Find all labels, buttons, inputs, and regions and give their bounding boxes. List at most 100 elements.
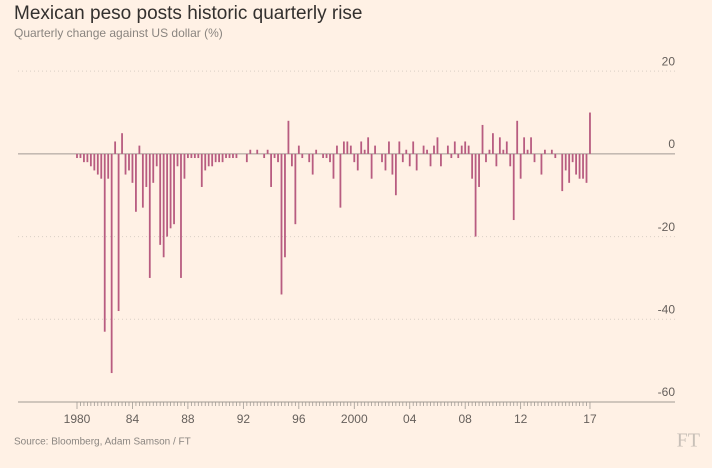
x-tick-label: 92 xyxy=(237,412,251,426)
bar xyxy=(388,141,390,154)
bar xyxy=(280,153,283,295)
bar xyxy=(370,153,373,179)
bar xyxy=(523,137,526,154)
bar xyxy=(384,153,387,171)
bar xyxy=(474,153,477,237)
bar xyxy=(405,149,408,154)
bar xyxy=(131,153,134,183)
bar xyxy=(270,153,272,187)
bar xyxy=(180,153,182,278)
bar xyxy=(141,153,144,208)
bar xyxy=(193,153,196,159)
bar xyxy=(401,153,404,163)
bar xyxy=(294,153,297,225)
bar xyxy=(561,153,564,192)
bar xyxy=(273,153,276,159)
x-tick-label: 88 xyxy=(181,412,195,426)
bar xyxy=(332,153,335,179)
bar xyxy=(166,153,169,237)
bar xyxy=(585,153,588,183)
chart-title: Mexican peso posts historic quarterly ri… xyxy=(14,3,362,24)
bar xyxy=(128,153,130,171)
bar xyxy=(315,149,318,154)
y-tick-label: 20 xyxy=(662,54,676,68)
bar xyxy=(460,145,463,154)
x-tick-label: 96 xyxy=(292,412,306,426)
bar xyxy=(471,153,474,179)
bar xyxy=(214,153,217,163)
bar xyxy=(322,153,324,159)
bar xyxy=(339,153,342,208)
bar xyxy=(453,141,456,154)
bar xyxy=(197,153,200,159)
bar xyxy=(478,153,480,187)
bar xyxy=(86,153,89,163)
bar xyxy=(540,153,543,175)
bar xyxy=(367,137,370,154)
bar xyxy=(93,153,96,171)
bar xyxy=(152,153,155,183)
bar xyxy=(342,141,345,154)
bar xyxy=(422,145,425,154)
x-tick-label: 12 xyxy=(514,412,528,426)
y-tick-label: -40 xyxy=(658,302,676,316)
bar xyxy=(571,153,574,163)
bar xyxy=(301,153,304,159)
bar xyxy=(155,153,158,167)
bar xyxy=(297,145,300,154)
chart-subtitle: Quarterly change against US dollar (%) xyxy=(14,26,223,40)
bar xyxy=(429,153,432,167)
bar xyxy=(228,153,231,159)
bar xyxy=(575,153,578,175)
bar xyxy=(381,153,383,163)
bar xyxy=(495,153,498,167)
bar xyxy=(564,153,567,171)
bar xyxy=(287,120,290,154)
bar xyxy=(440,153,442,167)
bar xyxy=(249,149,252,154)
bar xyxy=(353,153,356,163)
bar xyxy=(284,153,286,258)
bar xyxy=(436,137,439,154)
bar xyxy=(391,153,394,175)
bar xyxy=(578,153,581,179)
bar xyxy=(533,153,536,163)
y-tick-label: -20 xyxy=(658,220,676,234)
bar xyxy=(325,153,328,159)
bar xyxy=(145,153,148,187)
bar xyxy=(225,153,227,159)
bar xyxy=(183,153,186,179)
bar xyxy=(187,153,189,159)
bar xyxy=(169,153,172,229)
x-tick-label: 1980 xyxy=(64,412,91,426)
bar xyxy=(398,141,401,154)
bar xyxy=(204,153,207,171)
bar xyxy=(530,137,532,154)
bar xyxy=(100,153,103,179)
bar xyxy=(336,145,338,154)
bar xyxy=(79,153,82,159)
bar xyxy=(512,153,515,221)
bar xyxy=(360,141,363,154)
bar xyxy=(311,153,314,175)
bar xyxy=(412,141,415,154)
bar xyxy=(256,149,259,154)
bar xyxy=(356,153,359,171)
x-tick-label: 84 xyxy=(126,412,140,426)
bar xyxy=(516,120,519,154)
bar xyxy=(124,153,127,175)
bar xyxy=(568,153,571,183)
bar xyxy=(589,112,591,154)
bar xyxy=(426,149,428,154)
bar xyxy=(117,153,120,312)
bar xyxy=(96,153,99,175)
x-tick-label: 2000 xyxy=(341,412,368,426)
bar xyxy=(148,153,151,278)
bar xyxy=(173,153,175,225)
x-tick-label: 08 xyxy=(459,412,473,426)
bar xyxy=(211,153,214,167)
bar xyxy=(408,153,411,167)
